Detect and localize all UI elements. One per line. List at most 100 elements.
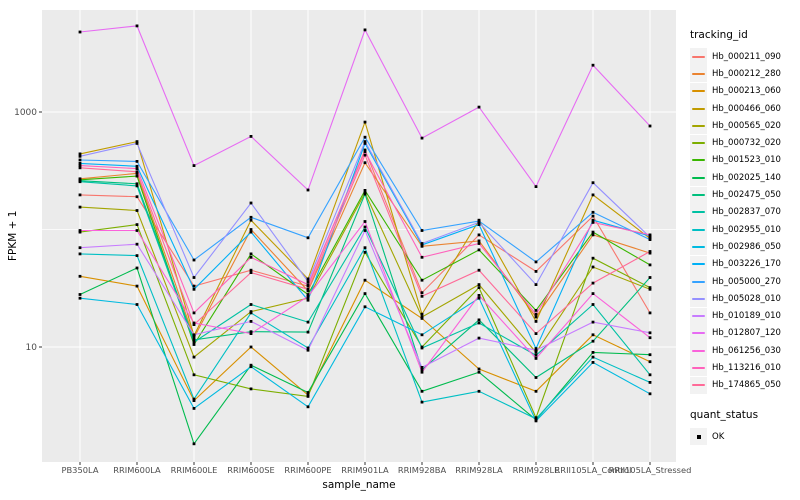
x-tick-label: PB350LA (61, 465, 98, 475)
data-point (135, 229, 139, 232)
data-point (135, 24, 139, 28)
data-point (648, 276, 652, 279)
legend: tracking_id Hb_000211_090 Hb_000212_280 Hb… (690, 28, 798, 446)
quant-ok-label: OK (712, 431, 725, 442)
data-point (249, 252, 253, 256)
data-point (477, 318, 481, 322)
data-point (192, 287, 196, 291)
data-point (420, 366, 424, 369)
data-point (477, 248, 481, 252)
data-point (192, 338, 196, 342)
data-point (534, 353, 538, 357)
legend-item-label: Hb_005000_270 (712, 276, 781, 287)
legend-item-label: Hb_002025_140 (712, 172, 781, 183)
data-point (135, 209, 139, 212)
legend-item-label: Hb_000732_020 (712, 138, 781, 149)
data-point (648, 124, 652, 128)
data-point (249, 215, 253, 219)
data-point (192, 321, 196, 325)
data-point (363, 305, 367, 309)
legend-key (690, 48, 707, 66)
quant-status-block: quant_status OK (690, 408, 798, 446)
legend-item-label: Hb_002955_010 (712, 224, 781, 235)
data-point (78, 164, 82, 167)
legend-item-label: Hb_061256_030 (712, 345, 781, 356)
legend-item-label: Hb_002837_070 (712, 207, 781, 218)
data-point (477, 389, 481, 393)
legend-item-label: Hb_000211_090 (712, 51, 781, 62)
data-point (192, 340, 196, 344)
data-point (249, 311, 253, 315)
legend-item-label: Hb_003226_170 (712, 259, 781, 270)
legend-line-icon (692, 280, 705, 283)
legend-key (690, 82, 707, 100)
data-point (249, 230, 253, 234)
data-point (306, 330, 310, 334)
data-point (78, 193, 82, 197)
x-tick-label: RRII105LA_Control (555, 465, 632, 475)
data-point (363, 292, 367, 295)
x-tick-label: RRIM600LE (171, 465, 218, 475)
data-point (249, 363, 253, 367)
legend-item-label: Hb_001523_010 (712, 155, 781, 166)
data-point (591, 233, 595, 237)
data-point (135, 242, 139, 246)
legend-key (690, 100, 707, 118)
legend-key (690, 273, 707, 290)
data-point (591, 193, 595, 197)
data-point (135, 266, 139, 270)
y-axis-title: FPKM + 1 (7, 210, 19, 262)
data-point (420, 312, 424, 316)
data-point (306, 236, 310, 240)
x-axis-title: sample_name (322, 479, 396, 491)
legend-line-icon (692, 315, 705, 318)
data-point (591, 303, 595, 306)
data-point (648, 238, 652, 241)
data-point (78, 152, 82, 156)
x-tick-label: RRII105LA_Stressed (609, 465, 692, 475)
data-point (477, 370, 481, 374)
data-point (591, 214, 595, 218)
data-point (192, 373, 196, 377)
x-tick-label: RRIM901LA (341, 465, 389, 475)
data-point (648, 331, 652, 335)
data-point (534, 419, 538, 423)
data-point (249, 268, 253, 272)
data-point (420, 291, 424, 295)
data-point (135, 303, 139, 306)
legend-item: Hb_003226_170 (690, 255, 798, 273)
data-point (648, 263, 652, 267)
legend-item: Hb_174865_050 (690, 376, 798, 394)
data-point (363, 229, 367, 232)
data-point (135, 164, 139, 168)
data-point (192, 311, 196, 315)
data-point (306, 391, 310, 394)
data-point (534, 347, 538, 350)
data-point (78, 205, 82, 209)
data-point (249, 332, 253, 335)
data-point (591, 210, 595, 214)
y-tick-label: 1000 (14, 108, 37, 118)
data-point (192, 164, 196, 167)
data-point (192, 397, 196, 401)
data-point (306, 293, 310, 296)
legend-line-icon (692, 228, 705, 231)
x-tick-label: RRIM928LE (513, 465, 560, 475)
legend-title-quant-status: quant_status (690, 408, 759, 421)
x-tick-label: RRIM600PE (284, 465, 331, 475)
data-point (420, 389, 424, 393)
data-point (591, 320, 595, 324)
data-point (192, 355, 196, 359)
black-square-point-icon (696, 434, 701, 439)
legend-line-icon (692, 159, 705, 162)
data-point (135, 182, 139, 186)
legend-item: Hb_061256_030 (690, 342, 798, 360)
data-point (363, 140, 367, 143)
data-point (249, 255, 253, 259)
data-point (249, 387, 253, 391)
data-point (648, 286, 652, 289)
data-point (363, 250, 367, 254)
legend-key (690, 376, 707, 394)
